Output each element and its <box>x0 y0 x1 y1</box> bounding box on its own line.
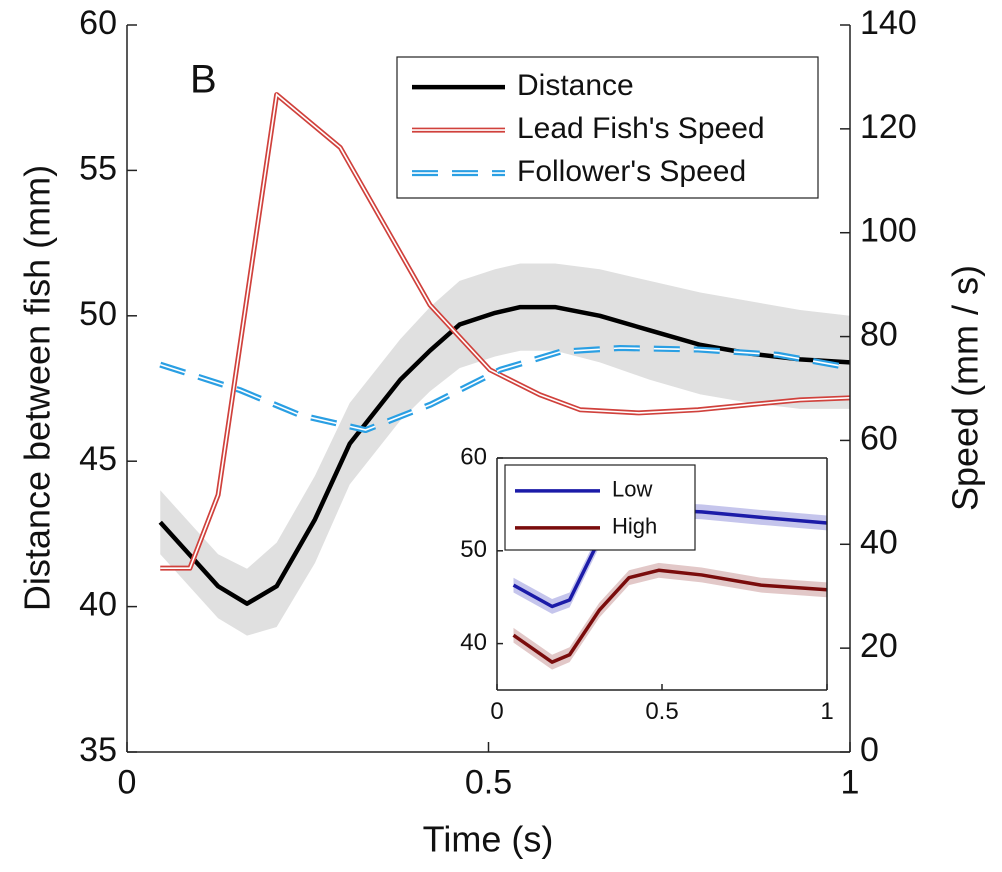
y2-tick-label: 80 <box>860 316 898 354</box>
y2-tick-label: 120 <box>860 108 917 146</box>
legend-label: Distance <box>517 69 634 102</box>
y-tick-label: 40 <box>460 629 487 656</box>
y2-tick-label: 20 <box>860 627 898 665</box>
y2-tick-label: 140 <box>860 4 917 42</box>
y-tick-label: 50 <box>79 295 117 333</box>
y2-tick-label: 40 <box>860 523 898 561</box>
series-line-inner <box>160 347 851 431</box>
legend-label: Low <box>612 477 652 502</box>
x-axis-label: Time (s) <box>423 819 554 860</box>
x-tick-label: 1 <box>841 763 860 801</box>
y-tick-label: 60 <box>79 4 117 42</box>
legend-label: High <box>612 514 657 539</box>
legend-label: Follower's Speed <box>517 155 746 188</box>
x-tick-label: 0.5 <box>465 763 512 801</box>
y-tick-label: 50 <box>460 536 487 563</box>
series-line <box>512 568 828 664</box>
y-tick-label: 55 <box>79 149 117 187</box>
legend-label: Lead Fish's Speed <box>517 112 765 145</box>
y-tick-label: 35 <box>79 731 117 769</box>
error-band <box>160 263 850 636</box>
x-tick-label: 0 <box>118 763 137 801</box>
y-tick-label: 45 <box>79 440 117 478</box>
x-tick-label: 0.5 <box>645 698 678 725</box>
series-line-inner <box>160 93 851 569</box>
y2-tick-label: 0 <box>860 731 879 769</box>
error-band <box>513 562 827 670</box>
y-tick-label: 40 <box>79 586 117 624</box>
panel-label: B <box>190 58 217 102</box>
y2-axis-label: Speed (mm / s) <box>945 265 986 511</box>
y2-tick-label: 100 <box>860 212 917 250</box>
x-tick-label: 1 <box>820 698 833 725</box>
series-line <box>158 304 851 606</box>
x-tick-label: 0 <box>490 698 503 725</box>
legend-box <box>504 464 696 551</box>
y2-tick-label: 60 <box>860 419 898 457</box>
y-axis-label: Distance between fish (mm) <box>17 165 58 611</box>
y-tick-label: 60 <box>460 443 487 470</box>
